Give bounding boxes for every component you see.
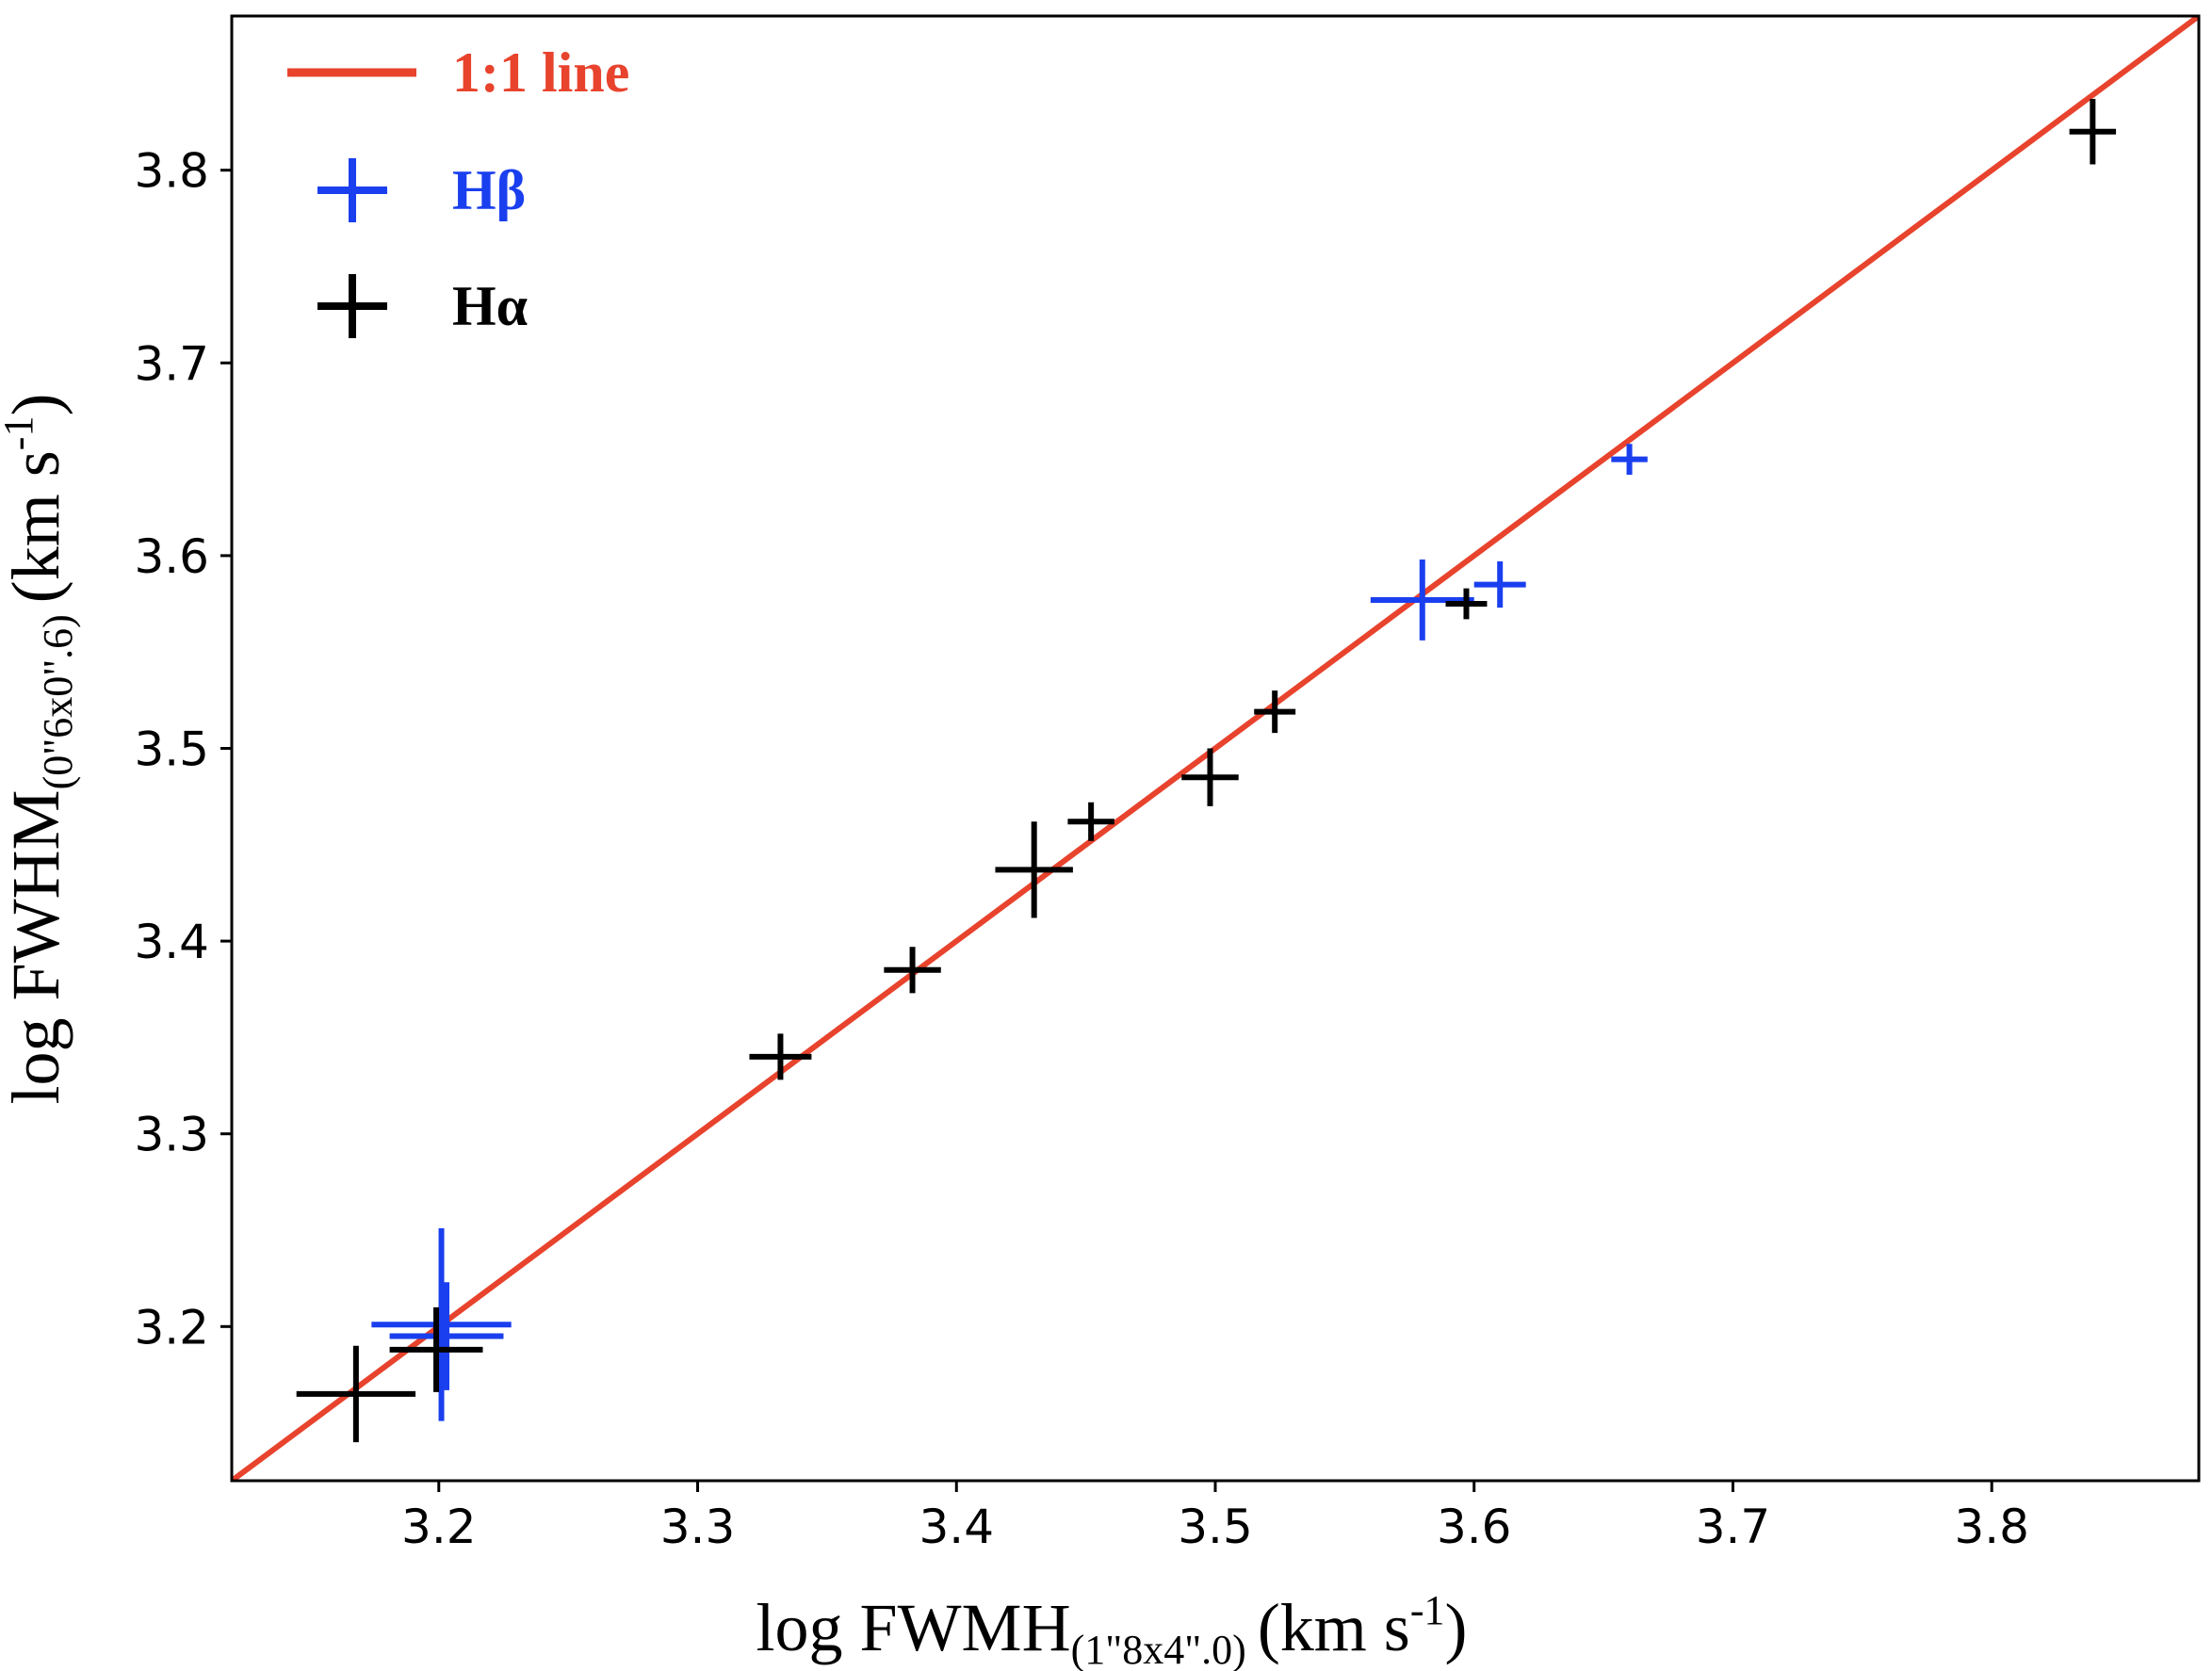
x-tick-label: 3.5 <box>1178 1500 1253 1554</box>
x-tick-label: 3.2 <box>401 1500 477 1554</box>
halpha-point <box>1254 690 1296 734</box>
halpha-point <box>1067 802 1114 841</box>
y-tick-label: 3.8 <box>134 144 209 199</box>
hbeta-point <box>389 1282 504 1390</box>
x-axis-title: log FWMH(1"8x4".0) (km s-1) <box>756 1587 1468 1671</box>
hbeta-point <box>1370 559 1474 641</box>
hbeta-point <box>371 1227 512 1421</box>
y-axis-title: log FWHM(0"6x0".6) (km s-1) <box>0 394 81 1105</box>
y-tick-label: 3.2 <box>134 1300 209 1355</box>
legend-halpha-marker <box>317 274 387 338</box>
legend-hbeta-marker <box>317 158 387 222</box>
x-axis-title-main: log FWMH <box>756 1590 1071 1665</box>
x-tick-label: 3.8 <box>1954 1500 2029 1554</box>
y-tick-label: 3.5 <box>134 722 209 777</box>
halpha-point <box>1181 748 1239 806</box>
x-axis: 3.2 3.3 3.4 3.5 3.6 3.7 3.8 <box>401 1481 2029 1554</box>
halpha-point <box>749 1033 812 1080</box>
y-tick-label: 3.4 <box>134 915 209 969</box>
x-axis-title-sub: (1"8x4".0) <box>1071 1627 1246 1671</box>
halpha-point <box>1445 588 1488 620</box>
one-to-one-line <box>232 16 2199 1481</box>
x-tick-label: 3.3 <box>660 1500 736 1554</box>
y-tick-label: 3.3 <box>134 1108 209 1162</box>
halpha-point <box>296 1345 416 1443</box>
y-tick-label: 3.7 <box>134 336 209 391</box>
y-axis-title-sub: (0"6x0".6) <box>35 614 81 789</box>
halpha-point <box>884 947 941 994</box>
halpha-point <box>995 821 1073 918</box>
y-axis-title-units: (km s <box>0 450 73 603</box>
y-axis-title-close: ) <box>0 394 73 416</box>
halpha-point <box>2069 98 2117 165</box>
x-tick-label: 3.4 <box>919 1500 994 1554</box>
x-tick-label: 3.6 <box>1437 1500 1512 1554</box>
x-axis-title-units: (km s <box>1258 1590 1410 1665</box>
legend-label-hbeta: Hβ <box>452 159 526 221</box>
y-axis-title-main: log FWHM <box>0 789 73 1104</box>
hbeta-point <box>1473 561 1526 608</box>
legend-label-halpha: Hα <box>452 275 528 337</box>
x-axis-title-close: ) <box>1444 1590 1467 1665</box>
x-tick-label: 3.7 <box>1696 1500 1771 1554</box>
hbeta-point <box>1611 444 1648 475</box>
y-axis-title-sup: -1 <box>0 416 41 451</box>
halpha-point <box>389 1306 483 1392</box>
legend: 1:1 line Hβ Hα <box>287 41 629 338</box>
plot-area <box>232 16 2199 1481</box>
y-tick-label: 3.6 <box>134 529 209 584</box>
y-axis: 3.2 3.3 3.4 3.5 3.6 3.7 3.8 <box>134 144 232 1355</box>
x-axis-title-sup: -1 <box>1410 1587 1445 1633</box>
legend-label-1to1: 1:1 line <box>452 41 629 104</box>
